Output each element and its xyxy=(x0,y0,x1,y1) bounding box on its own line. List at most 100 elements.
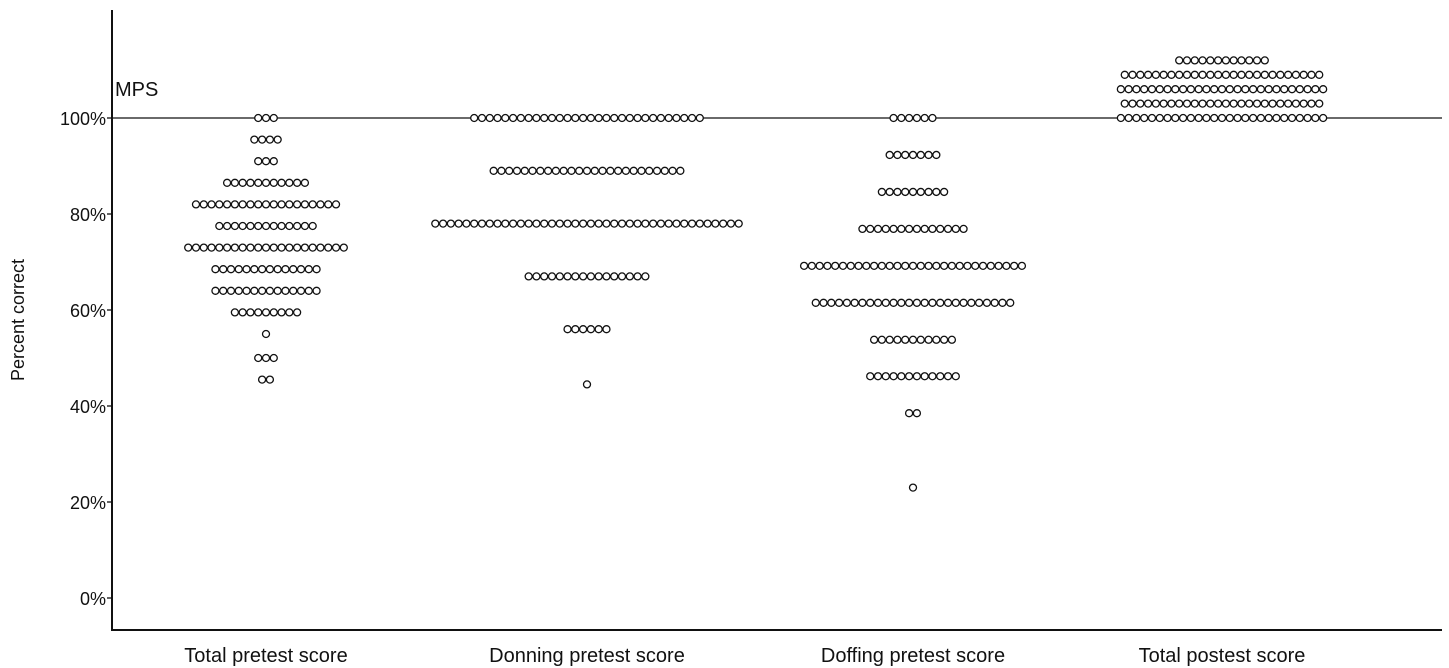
data-point xyxy=(1283,99,1293,108)
data-point xyxy=(1171,85,1180,94)
data-point xyxy=(1318,113,1328,123)
data-point xyxy=(893,335,902,344)
data-point xyxy=(873,224,883,234)
data-point xyxy=(261,329,271,339)
data-point xyxy=(520,166,529,175)
data-point xyxy=(648,219,658,228)
data-point xyxy=(1190,99,1199,108)
data-point xyxy=(555,272,564,281)
data-point xyxy=(230,178,240,187)
data-point xyxy=(1186,85,1196,94)
data-point xyxy=(641,272,650,281)
data-point xyxy=(300,178,310,187)
data-point xyxy=(811,298,820,307)
data-point xyxy=(610,219,619,228)
data-point xyxy=(261,113,271,123)
data-point xyxy=(265,135,275,144)
data-point xyxy=(1248,85,1258,94)
data-point xyxy=(285,178,294,187)
data-point xyxy=(602,219,611,228)
data-point xyxy=(1124,85,1133,94)
data-point xyxy=(242,286,251,295)
data-point xyxy=(1229,70,1238,79)
data-point xyxy=(711,219,720,228)
data-point xyxy=(285,308,294,317)
data-point xyxy=(695,113,704,123)
data-point xyxy=(211,286,220,295)
y-tick-label: 20% xyxy=(70,493,106,513)
data-point xyxy=(234,265,243,274)
data-point xyxy=(289,286,298,295)
data-point xyxy=(1276,70,1285,79)
data-point xyxy=(695,219,704,228)
data-point xyxy=(680,219,689,228)
data-point xyxy=(1147,85,1157,94)
data-point xyxy=(687,113,697,123)
data-point xyxy=(254,353,263,363)
y-axis-title: Percent correct xyxy=(8,259,28,381)
data-point xyxy=(269,353,278,363)
data-point xyxy=(598,166,607,175)
data-point xyxy=(908,335,918,344)
y-ticks: 0% 20% 40% 60% 80% 100% xyxy=(60,109,112,609)
data-point xyxy=(532,272,541,281)
data-point xyxy=(831,261,840,270)
data-point xyxy=(885,261,894,270)
data-point xyxy=(269,243,278,252)
data-point xyxy=(292,308,302,317)
data-point xyxy=(1190,56,1199,65)
data-point xyxy=(242,265,251,274)
data-point xyxy=(1221,70,1231,79)
data-point xyxy=(1202,113,1211,123)
data-point xyxy=(285,221,294,231)
data-point xyxy=(238,221,247,231)
data-point xyxy=(296,286,306,295)
category-label: Total postest score xyxy=(1139,645,1306,667)
data-point xyxy=(617,272,627,281)
data-point xyxy=(292,200,302,209)
data-point xyxy=(1237,99,1246,108)
data-point xyxy=(230,200,240,209)
data-point xyxy=(1283,70,1293,79)
data-point xyxy=(277,221,286,231)
data-point xyxy=(1241,85,1250,94)
data-point xyxy=(920,298,929,307)
data-point xyxy=(257,135,267,144)
data-point xyxy=(1311,85,1320,94)
data-point xyxy=(563,272,572,281)
data-point xyxy=(1241,113,1250,123)
data-point xyxy=(269,308,278,317)
data-point xyxy=(254,157,263,166)
data-point xyxy=(951,298,960,307)
data-point xyxy=(617,113,627,123)
data-point xyxy=(920,113,929,123)
data-point xyxy=(912,224,922,234)
data-point xyxy=(610,272,619,281)
data-point xyxy=(1303,85,1312,94)
y-tick-label: 80% xyxy=(70,205,106,225)
data-point xyxy=(951,224,960,234)
data-point xyxy=(873,298,883,307)
data-point xyxy=(1291,70,1301,79)
data-point xyxy=(265,265,275,274)
data-point xyxy=(664,113,673,123)
data-point xyxy=(207,243,216,252)
data-point xyxy=(1287,85,1297,94)
data-point xyxy=(226,265,236,274)
data-point xyxy=(1167,70,1176,79)
data-point xyxy=(602,113,611,123)
data-point xyxy=(1002,261,1011,270)
data-point xyxy=(269,157,278,166)
data-point xyxy=(1260,70,1269,79)
data-point xyxy=(904,113,914,123)
data-point xyxy=(908,187,918,197)
data-point xyxy=(1248,113,1258,123)
data-point xyxy=(281,265,290,274)
data-point xyxy=(1151,99,1161,108)
data-point xyxy=(582,380,592,389)
data-point xyxy=(660,166,669,175)
data-point xyxy=(1225,85,1234,94)
data-point xyxy=(602,272,611,281)
data-point xyxy=(254,243,263,252)
data-point xyxy=(648,113,658,123)
